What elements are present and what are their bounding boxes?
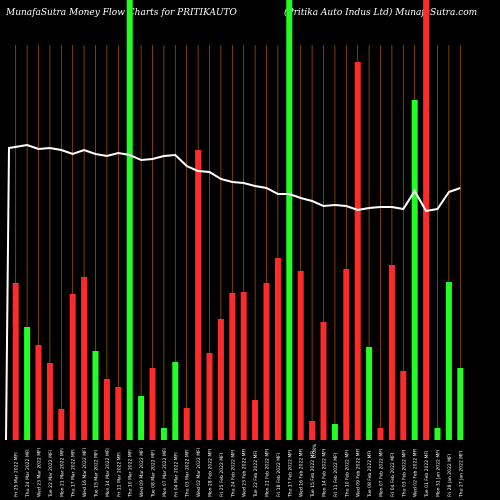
bar [457, 368, 464, 440]
bar [320, 322, 327, 440]
bar-series [12, 0, 464, 440]
bar [229, 293, 236, 440]
x-tick-label: Fri 11 Mar 2022 MFI [116, 452, 122, 497]
x-tick-label: Thu 10 Feb 2022 MFI [344, 450, 350, 498]
x-tick-label: Wed 09 Mar 2022 MFI [139, 448, 145, 497]
bar [309, 421, 316, 440]
x-tick-label: Mon 21 Mar 2022 MFI [59, 448, 65, 497]
bar [411, 100, 418, 440]
bar [274, 258, 281, 440]
x-tick-label: Fri 28 Jan 2022 MFI [447, 454, 453, 497]
x-tick-label: Thu 17 Mar 2022 MFI [71, 449, 77, 498]
bar [103, 379, 110, 440]
bar [195, 150, 202, 440]
bar [343, 269, 350, 440]
bar [12, 283, 19, 440]
x-tick-label: Tue 01 Feb 2022 MFI [424, 451, 430, 498]
x-tick-label: Tue 15 Feb 2022 MFI [310, 451, 316, 498]
bar [138, 396, 145, 440]
x-tick-label: Wed 16 Feb 2022 MFI [299, 449, 305, 497]
x-tick-label: Wed 16 Mar 2022 MFI [82, 448, 88, 497]
x-tick-label: Fri 04 Feb 2022 MFI [390, 453, 396, 497]
x-tick-label: Thu 24 Mar 2022 MFI [25, 449, 31, 498]
bar [366, 347, 373, 440]
bar [46, 363, 53, 440]
bar [434, 428, 441, 440]
bar [69, 294, 76, 440]
x-tick-label: Thu 03 Feb 2022 MFI [401, 450, 407, 498]
bar [263, 283, 270, 440]
bar [35, 345, 42, 440]
bar [160, 428, 167, 440]
bar [24, 327, 31, 440]
bar [400, 371, 407, 440]
bar [445, 282, 452, 440]
bar [149, 368, 156, 440]
price-line [5, 143, 461, 441]
x-tick-label: Thu 03 Mar 2022 MFI [185, 449, 191, 498]
bar [183, 408, 190, 440]
bar [58, 409, 65, 440]
x-tick-label: Mon 14 Feb 2022 MFI [322, 449, 328, 497]
bar [240, 292, 247, 440]
x-tick-label: Fri 04 Mar 2022 MFI [173, 452, 179, 497]
bar [115, 387, 122, 440]
x-tick-label: Tue 22 Mar 2022 MFI [48, 450, 54, 498]
x-tick-label: Thu 24 Feb 2022 MFI [230, 450, 236, 498]
bar [126, 0, 133, 440]
x-tick-label: Wed 02 Feb 2022 MFI [413, 449, 419, 497]
chart-subtitle: (Pritika Auto Indus Ltd) MunafaSutra.com [284, 8, 478, 18]
bar [331, 424, 338, 440]
bar [377, 428, 384, 440]
bar [354, 62, 361, 440]
x-tick-label: Mon 31 Jan 2022 MFI [436, 450, 442, 497]
bar [172, 362, 179, 440]
x-tick-label: Mon 14 Mar 2022 MFI [105, 448, 111, 497]
x-tick-label: Fri 25 Mar 2022 MFI [14, 452, 20, 497]
x-tick-label: Wed 09 Feb 2022 MFI [356, 449, 362, 497]
x-tick-label: Fri 25 Feb 2022 MFI [219, 453, 225, 497]
bar [252, 400, 259, 440]
x-tick-label: Fri 11 Feb 2022 MFI [333, 453, 339, 497]
x-tick-label: Wed 02 Mar 2022 MFI [196, 448, 202, 497]
x-tick-label: Mon 28 Feb 2022 MFI [208, 449, 214, 497]
bar [81, 277, 88, 440]
x-tick-label: Mon 07 Mar 2022 MFI [162, 448, 168, 497]
x-tick-label: Tue 22 Feb 2022 MFI [253, 451, 259, 498]
x-tick-label: Tue 15 Mar 2022 MFI [94, 450, 100, 498]
x-tick-label: Fri 18 Feb 2022 MFI [276, 453, 282, 497]
x-tick-label: Tue 08 Mar 2022 MFI [151, 450, 157, 498]
bar [388, 265, 395, 440]
x-axis-labels: Fri 25 Mar 2022 MFI Thu 24 Mar 2022 MFI We… [14, 443, 465, 498]
bar [286, 0, 293, 440]
x-tick-label: Wed 23 Feb 2022 MFI [242, 449, 248, 497]
bar [297, 271, 304, 440]
x-tick-label: Thu 27 Jan 2022 MFI [458, 451, 464, 498]
chart-title: MunafaSutra Money Flow Charts for PRITIK… [6, 8, 237, 18]
bar [92, 351, 99, 440]
bar [206, 353, 213, 440]
x-tick-label: Thu 10 Mar 2022 MFI [128, 449, 134, 498]
annotation-label: 0.08% [312, 443, 318, 458]
bar [423, 0, 430, 440]
x-tick-label: Wed 23 Mar 2022 MFI [37, 448, 43, 497]
x-tick-label: Thu 17 Feb 2022 MFI [287, 450, 293, 498]
x-tick-label: Mon 21 Feb 2022 MFI [265, 449, 271, 497]
bar [217, 319, 224, 440]
x-tick-label: Mon 07 Feb 2022 MFI [379, 449, 385, 497]
x-tick-label: Tue 08 Feb 2022 MFI [367, 451, 373, 498]
